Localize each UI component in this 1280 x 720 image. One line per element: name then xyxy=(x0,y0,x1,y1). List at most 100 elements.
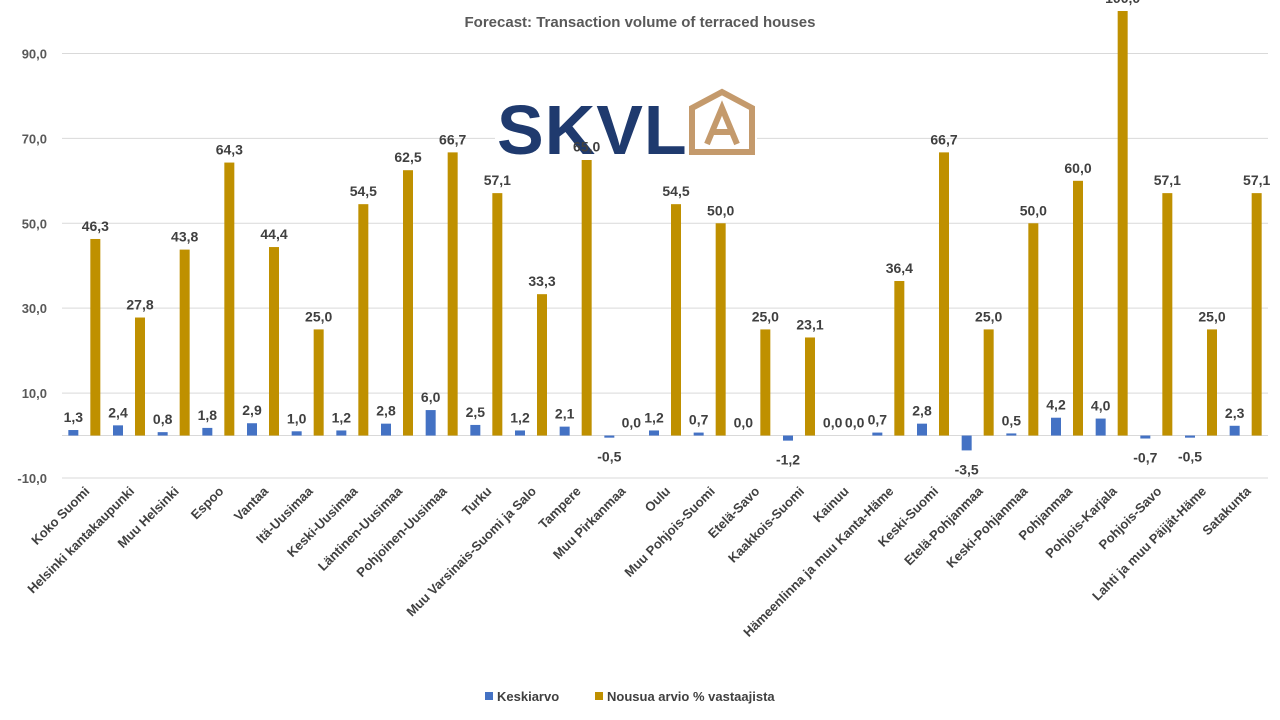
data-label-keskiarvo: 2,8 xyxy=(912,403,932,419)
data-label-keskiarvo: 2,4 xyxy=(108,404,128,420)
bar-keskiarvo xyxy=(1185,435,1195,438)
data-label-keskiarvo: 0,8 xyxy=(153,411,173,427)
bar-keskiarvo xyxy=(157,432,168,436)
bar-keskiarvo xyxy=(604,435,615,438)
data-label-nousua: 25,0 xyxy=(975,308,1002,324)
skvl-logo: SKVL xyxy=(495,88,757,169)
bar-keskiarvo xyxy=(470,424,481,436)
bar-nousua xyxy=(269,247,279,436)
data-label-keskiarvo: -0,5 xyxy=(1178,449,1202,465)
data-label-keskiarvo: 4,2 xyxy=(1046,397,1066,413)
data-label-nousua: 66,7 xyxy=(439,131,466,147)
data-label-keskiarvo: 2,9 xyxy=(242,402,262,418)
data-label-keskiarvo: 1,2 xyxy=(644,409,664,425)
bar-nousua xyxy=(1117,11,1128,436)
bar-keskiarvo xyxy=(425,410,436,436)
bar-nousua xyxy=(671,204,681,436)
bar-keskiarvo xyxy=(291,431,302,436)
y-tick-label: 70,0 xyxy=(22,131,47,146)
bar-keskiarvo xyxy=(336,430,347,436)
bar-keskiarvo xyxy=(1095,418,1106,436)
data-label-keskiarvo: 2,3 xyxy=(1225,405,1245,421)
bar-keskiarvo xyxy=(917,423,927,436)
data-label-nousua: 62,5 xyxy=(394,149,421,165)
x-tick-label: Satakunta xyxy=(1199,483,1254,538)
data-label-nousua: 57,1 xyxy=(484,172,511,188)
data-label-nousua: 64,3 xyxy=(216,142,243,158)
data-label-keskiarvo: 0,0 xyxy=(823,415,843,431)
data-label-keskiarvo: 1,2 xyxy=(332,409,352,425)
bar-keskiarvo xyxy=(202,427,213,436)
x-tick-label: Espoo xyxy=(188,483,227,522)
data-label-nousua: 60,0 xyxy=(1064,160,1091,176)
legend-swatch-nousua xyxy=(595,692,603,700)
data-label-nousua: 54,5 xyxy=(350,183,377,199)
bar-nousua xyxy=(1162,193,1173,436)
x-tick-label: Vantaa xyxy=(231,483,272,524)
data-label-nousua: 33,3 xyxy=(528,273,555,289)
data-label-nousua: 46,3 xyxy=(82,218,109,234)
x-tick-label: Kaakkois-Suomi xyxy=(725,484,807,566)
legend: Keskiarvo Nousua arvio % vastaajista xyxy=(485,689,775,704)
data-label-keskiarvo: 1,2 xyxy=(510,409,530,425)
bar-nousua xyxy=(581,159,592,436)
bar-keskiarvo xyxy=(1006,433,1017,436)
bar-nousua xyxy=(492,193,503,436)
x-tick-label: Keski-Pohjanmaa xyxy=(943,483,1031,571)
bar-nousua xyxy=(715,223,726,436)
bar-keskiarvo xyxy=(1229,425,1240,436)
x-tick-label: Muu Pohjois-Suomi xyxy=(621,484,717,580)
bar-nousua xyxy=(358,204,369,436)
bar-nousua xyxy=(179,249,190,436)
bar-nousua xyxy=(1207,329,1217,436)
data-label-nousua: 100,0 xyxy=(1105,0,1140,6)
bar-nousua xyxy=(1028,223,1039,436)
bar-keskiarvo xyxy=(381,423,391,436)
data-label-nousua: 25,0 xyxy=(1198,308,1225,324)
bar-nousua xyxy=(939,152,949,436)
bar-keskiarvo xyxy=(961,435,972,451)
bar-nousua xyxy=(983,329,994,436)
data-label-keskiarvo: -3,5 xyxy=(955,461,979,477)
data-labels: 1,3 46,3 2,4 27,8 0,8 43,8 1,8 64,3 2,9 44,4 1,0 25… xyxy=(64,0,1271,477)
y-tick-label: 30,0 xyxy=(22,301,47,316)
data-label-nousua: 23,1 xyxy=(796,316,823,332)
bars xyxy=(68,11,1262,451)
bar-keskiarvo xyxy=(247,423,257,436)
bar-keskiarvo xyxy=(113,425,123,436)
data-label-nousua: 27,8 xyxy=(126,297,153,313)
data-label-nousua: 44,4 xyxy=(260,226,287,242)
data-label-keskiarvo: 1,3 xyxy=(64,409,84,425)
data-label-nousua: 50,0 xyxy=(1020,202,1047,218)
data-label-keskiarvo: 2,8 xyxy=(376,403,396,419)
x-tick-label: Kainuu xyxy=(810,483,852,525)
bar-nousua xyxy=(1073,180,1083,436)
data-label-nousua: 57,1 xyxy=(1243,172,1270,188)
bar-nousua xyxy=(224,162,235,436)
legend-label-keskiarvo: Keskiarvo xyxy=(497,689,559,704)
bar-keskiarvo xyxy=(872,432,883,436)
bar-keskiarvo xyxy=(1140,435,1151,439)
bar-nousua xyxy=(537,294,547,436)
data-label-nousua: 0,0 xyxy=(622,415,642,431)
data-label-keskiarvo: 0,7 xyxy=(689,412,709,428)
bar-keskiarvo xyxy=(783,435,793,441)
data-label-keskiarvo: 4,0 xyxy=(1091,398,1111,414)
logo-text: SKVL xyxy=(497,91,688,169)
data-label-nousua: 0,0 xyxy=(845,415,865,431)
bar-nousua xyxy=(313,329,324,436)
data-label-nousua: 65,0 xyxy=(573,139,600,155)
x-tick-label: Läntinen-Uusimaa xyxy=(315,483,406,574)
bar-nousua xyxy=(760,329,771,436)
bar-keskiarvo xyxy=(515,430,525,436)
data-label-nousua: 57,1 xyxy=(1154,172,1181,188)
bar-keskiarvo xyxy=(649,430,659,436)
x-tick-label: Turku xyxy=(459,483,495,519)
legend-swatch-keskiarvo xyxy=(485,692,493,700)
data-label-nousua: 43,8 xyxy=(171,229,198,245)
x-tick-label: Pohjoinen-Uusimaa xyxy=(353,483,450,580)
legend-label-nousua: Nousua arvio % vastaajista xyxy=(607,689,775,704)
data-label-keskiarvo: -0,7 xyxy=(1133,450,1157,466)
data-label-nousua: 54,5 xyxy=(662,183,689,199)
